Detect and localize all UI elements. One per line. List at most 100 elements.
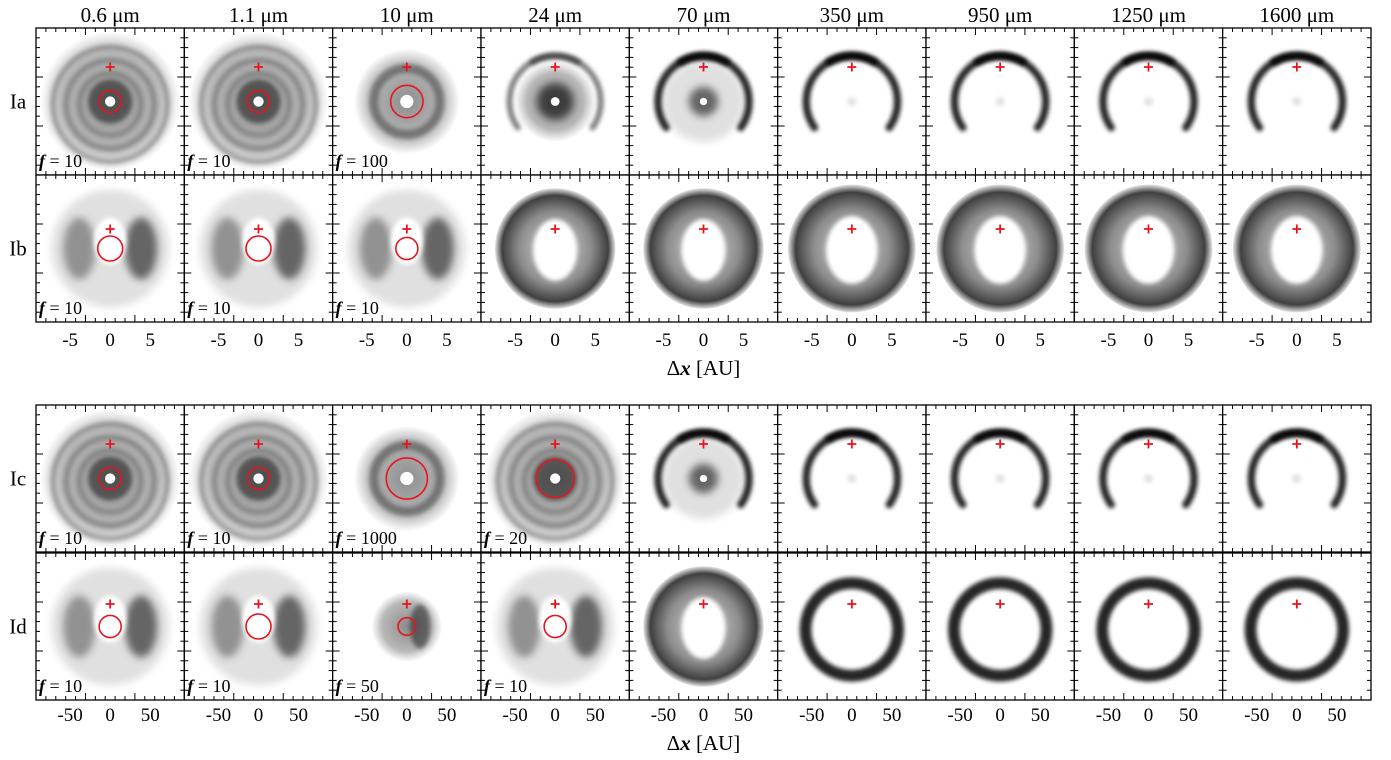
x-axis-label-prefix: Δ: [667, 356, 681, 380]
x-tick-label: 0: [105, 705, 115, 726]
star-marker-cross: [1292, 439, 1302, 449]
image-panel: f = 10: [480, 552, 630, 701]
scale-factor-label: f = 10: [39, 298, 82, 318]
image-panel: f = 10: [35, 27, 185, 176]
panel-image: [787, 184, 916, 313]
scale-factor-value: 10: [212, 676, 230, 696]
panel-frame: [1222, 552, 1372, 701]
scattering-arc-left: [1270, 52, 1347, 132]
panel-ticks: [926, 405, 1075, 552]
panel-image: [1247, 52, 1347, 132]
scale-factor-symbol: f: [484, 528, 492, 548]
scale-factor-label: f = 10: [187, 676, 230, 696]
star-marker-cross: [699, 62, 708, 72]
panel-ticks: [36, 553, 185, 700]
emission-core: [995, 97, 1005, 106]
panel-image: [371, 591, 443, 662]
scale-factor-label: f = 100: [336, 151, 388, 171]
star-marker-cross: [550, 224, 560, 234]
x-tick-label: 0: [254, 705, 264, 726]
column-title: 950 μm: [968, 3, 1032, 27]
column-title: 1.1 μm: [229, 3, 288, 27]
scale-region-circle: [389, 84, 424, 119]
x-tick-label: 0: [550, 330, 560, 351]
star-marker-cross: [699, 439, 708, 449]
scale-factor-label: f = 10: [39, 528, 82, 548]
panel-image: [188, 31, 329, 172]
emission-ring: [63, 434, 157, 529]
x-tick-label: 0: [699, 330, 709, 351]
scale-region-circle: [395, 236, 419, 261]
panel-image: [1247, 429, 1347, 509]
image-panel: [1222, 174, 1372, 323]
column-title: 10 μm: [380, 3, 434, 27]
x-tick-label: 50: [586, 705, 605, 726]
panel-frame: [1222, 404, 1372, 553]
image-panel: f = 50: [332, 552, 482, 701]
scattering-arc-left: [529, 52, 604, 131]
scale-factor-symbol: f: [39, 676, 47, 696]
panel-image: [1096, 577, 1201, 682]
panel-ticks: [629, 28, 778, 175]
central-star: [400, 471, 414, 486]
column-title: 70 μm: [677, 3, 731, 27]
emission-ring: [76, 447, 144, 515]
x-tick-label: 0: [1144, 330, 1154, 351]
x-tick-label: 5: [739, 330, 749, 351]
panel-image: [485, 408, 625, 549]
emission-lobe: [359, 217, 393, 280]
star-marker-cross: [550, 599, 560, 609]
star-marker-cross: [1144, 62, 1153, 72]
scale-factor-value: 10: [64, 298, 82, 318]
panel-ticks: [332, 405, 481, 552]
x-tick-label: -5: [359, 330, 375, 351]
panel-ticks: [184, 175, 333, 322]
x-tick-label: -50: [502, 705, 527, 726]
panel-ticks: [36, 405, 185, 552]
emission-core: [847, 97, 857, 106]
x-tick-label: -50: [57, 705, 82, 726]
scale-region-circle: [397, 616, 417, 637]
panel-image: [802, 429, 902, 509]
x-tick-label: 50: [289, 705, 308, 726]
emission-ring: [198, 44, 319, 165]
scale-factor-symbol: f: [187, 528, 195, 548]
x-tick-label: 5: [1184, 330, 1194, 351]
image-panel: [628, 552, 779, 701]
star-marker-cross: [1292, 599, 1302, 609]
star-marker-cross: [254, 599, 263, 609]
scale-region-circle: [246, 466, 271, 491]
panel-image: [799, 577, 905, 682]
star-marker-cross: [1144, 439, 1153, 449]
x-tick-label: 5: [887, 330, 897, 351]
x-tick-label: -50: [947, 705, 972, 726]
scale-factor-label: f = 10: [336, 298, 379, 318]
emission-lobe: [508, 595, 541, 658]
star-marker-cross: [847, 224, 857, 234]
panel-ticks: [1074, 405, 1223, 552]
panel-ticks: [926, 553, 1075, 700]
scale-factor-eq: =: [193, 676, 212, 696]
inner-cavity: [390, 217, 424, 265]
scale-factor-eq: =: [45, 528, 64, 548]
x-tick-label: -5: [507, 330, 523, 351]
scale-factor-value: 10: [361, 298, 379, 318]
x-tick-label: 0: [995, 330, 1005, 351]
star-marker-cross: [402, 599, 412, 609]
x-tick-label: 5: [145, 330, 155, 351]
scale-region-circle: [98, 89, 122, 114]
image-panel: [925, 552, 1075, 701]
emission-lobe: [211, 595, 244, 658]
panel-ticks: [1222, 28, 1371, 175]
star-marker-cross: [847, 599, 857, 609]
x-tick-label: -50: [799, 705, 824, 726]
star-marker-cross: [995, 439, 1005, 449]
scale-factor-label: f = 10: [187, 298, 230, 318]
panel-image: [1099, 52, 1198, 132]
x-tick-label: -50: [651, 705, 676, 726]
x-tick-label: 50: [1179, 705, 1198, 726]
central-star: [699, 97, 708, 106]
central-star: [550, 473, 561, 484]
image-panel: [1073, 552, 1224, 701]
image-panel: f = 10: [35, 404, 185, 553]
